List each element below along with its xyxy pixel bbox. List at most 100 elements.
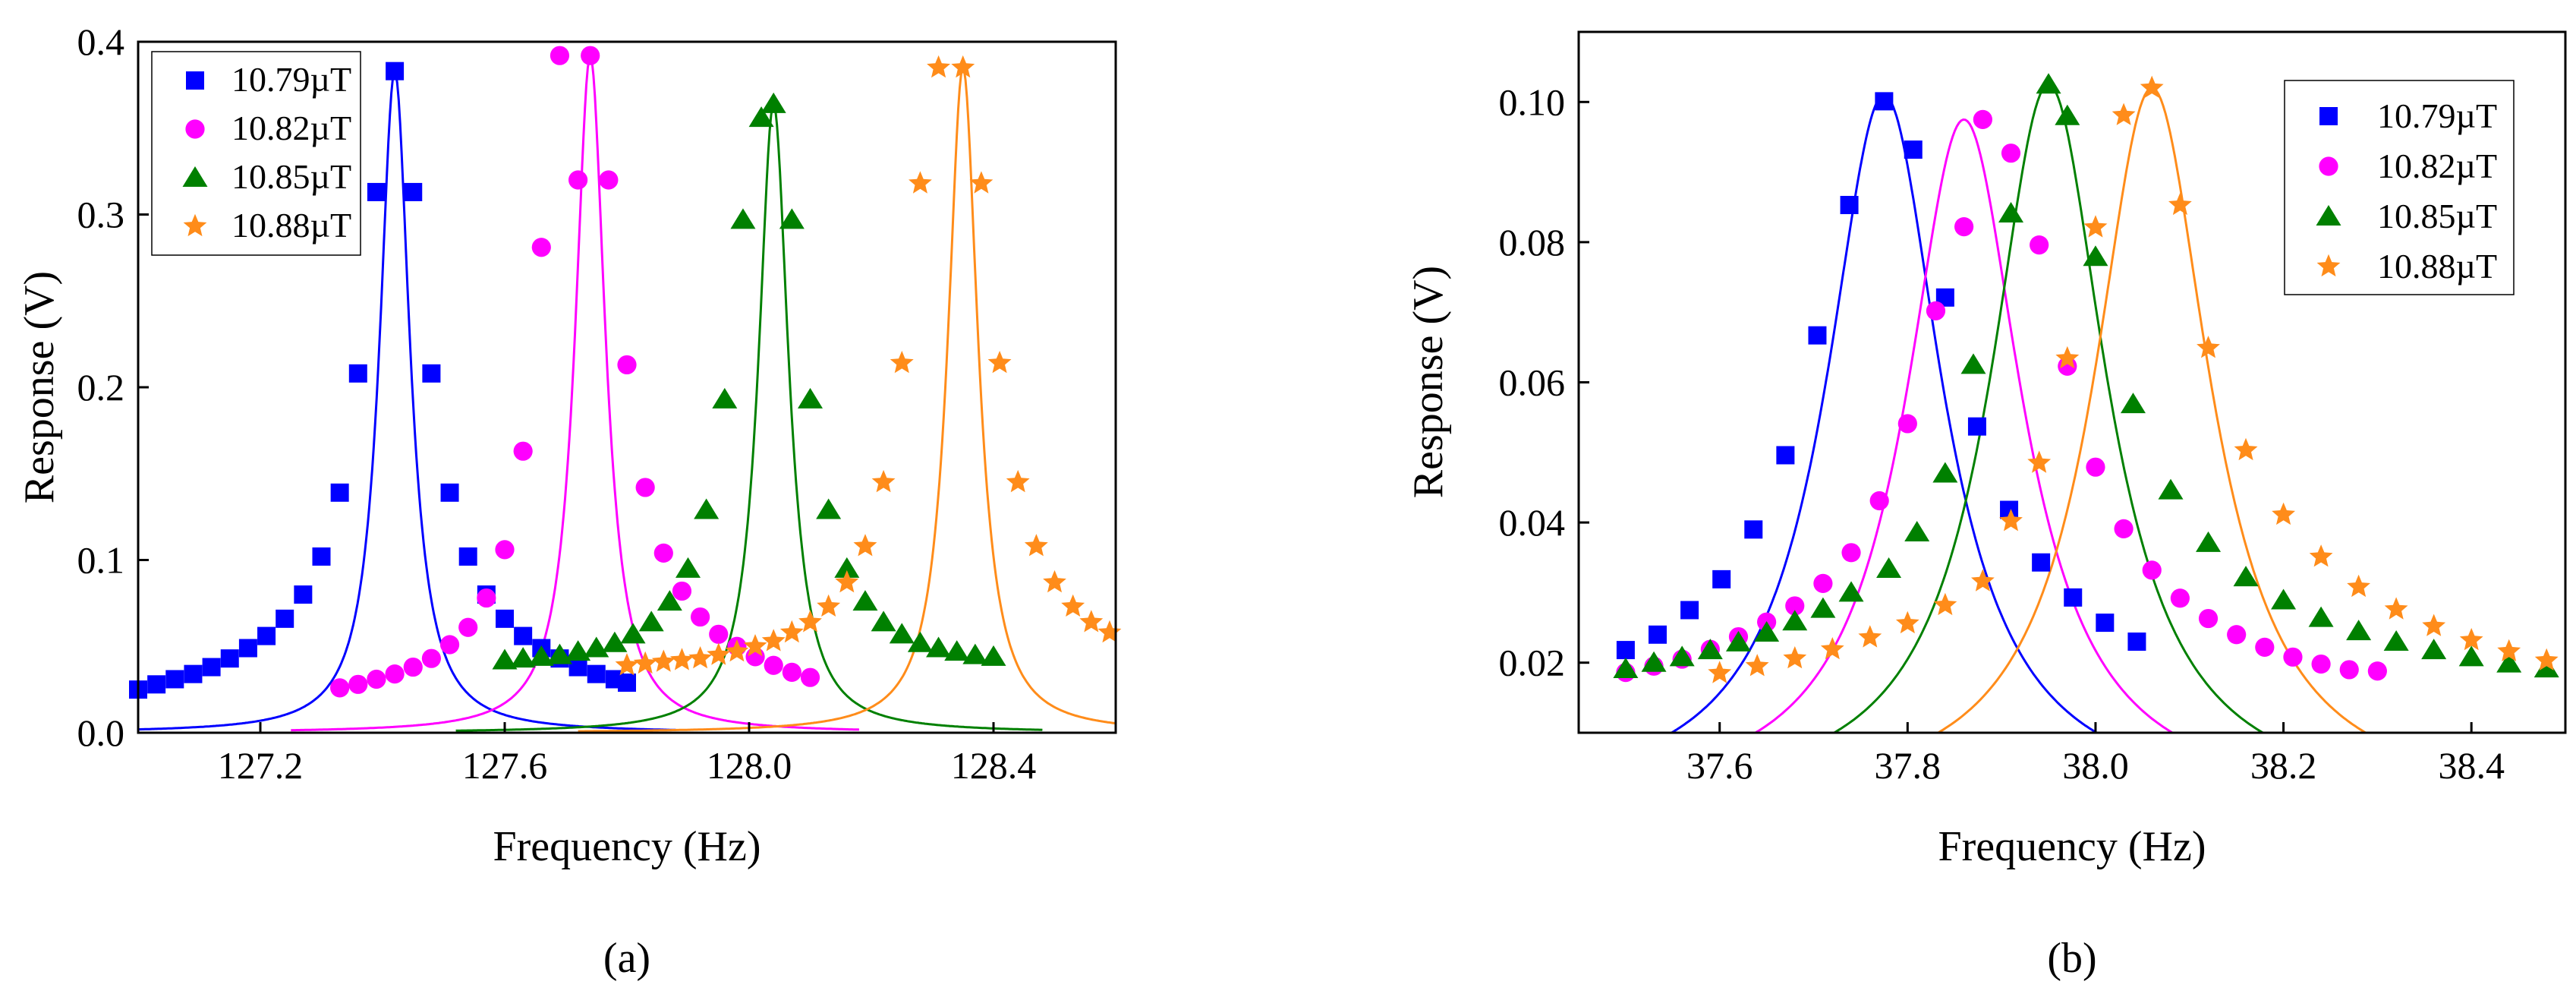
data-point-star: [2384, 597, 2408, 620]
panel-b-x-tick-labels: 37.6 37.8 38.0 38.2 38.4: [1686, 744, 2505, 787]
data-point-star: [2027, 450, 2052, 473]
data-point-circle: [635, 478, 655, 497]
data-point-star: [2083, 215, 2108, 238]
data-point-triangle: [528, 645, 554, 666]
data-point-square: [404, 182, 423, 201]
data-point-triangle: [584, 636, 609, 658]
data-point-circle: [2001, 144, 2021, 163]
data-point-star: [1708, 661, 1732, 683]
data-point-triangle: [1669, 645, 1695, 667]
legend-marker-triangle: [182, 166, 208, 187]
data-point-star: [1971, 569, 1995, 592]
data-point-triangle: [602, 631, 628, 652]
data-point-square: [2032, 553, 2051, 572]
fit-line-triangle: [455, 102, 1043, 732]
data-point-square: [1649, 625, 1667, 644]
data-point-triangle: [871, 611, 896, 632]
data-point-star: [1061, 594, 1085, 617]
panel-b-legend-label: 10.85µT: [2377, 197, 2497, 235]
panel-b-legend-label: 10.79µT: [2377, 96, 2497, 135]
data-point-triangle: [944, 640, 970, 661]
panel-b-data-markers: [1613, 73, 2559, 683]
data-point-circle: [2227, 625, 2247, 645]
data-point-square: [1967, 417, 1986, 436]
panel-a-legend-label: 10.85µT: [231, 157, 351, 196]
data-point-star: [987, 351, 1012, 374]
legend-marker-circle: [2319, 156, 2338, 176]
data-point-triangle: [675, 557, 701, 578]
data-point-circle: [2114, 519, 2134, 539]
data-point-square: [1744, 520, 1763, 539]
data-point-circle: [385, 664, 405, 684]
data-point-star: [951, 55, 975, 78]
data-point-circle: [672, 581, 692, 601]
data-point-circle: [1785, 596, 1805, 616]
panel-a-x-tick-label: 127.6: [462, 744, 548, 787]
data-point-star: [2234, 437, 2258, 461]
data-point-triangle: [1904, 521, 1930, 542]
data-point-triangle: [712, 387, 738, 409]
data-point-star: [707, 642, 731, 665]
data-point-circle: [458, 617, 478, 637]
data-point-circle: [1813, 573, 1833, 594]
data-point-square: [2127, 633, 2146, 652]
data-point-star: [817, 594, 841, 617]
data-point-triangle: [1725, 630, 1751, 652]
data-point-circle: [367, 669, 386, 689]
panel-a-y-tick-label: 0.2: [77, 366, 125, 409]
panel-b-y-tick-label: 0.10: [1499, 80, 1566, 123]
data-point-square: [348, 364, 367, 383]
panel-a-x-tick-labels: 127.2 127.6 128.0 128.4: [218, 744, 1037, 787]
data-point-square: [1808, 326, 1827, 345]
data-point-star: [2140, 75, 2164, 98]
data-point-square: [440, 483, 459, 502]
data-point-triangle: [2055, 104, 2080, 125]
panel-b-y-tick-label: 0.04: [1499, 501, 1566, 544]
data-point-triangle: [2421, 639, 2447, 660]
panel-a-legend: 10.79µT 10.82µT 10.85µT 10.88µT: [151, 51, 361, 256]
panel-b-legend-label: 10.82µT: [2377, 147, 2497, 185]
data-point-star: [835, 569, 859, 593]
data-point-star: [1858, 625, 1882, 648]
panel-a-x-tick-label: 128.0: [707, 744, 792, 787]
panel-a-y-tick-label: 0.3: [77, 194, 125, 236]
panel-a-legend-label: 10.88µT: [231, 206, 351, 245]
data-point-square: [1875, 92, 1894, 111]
data-point-circle: [709, 624, 729, 644]
data-point-star: [2112, 103, 2136, 125]
data-point-square: [1776, 446, 1795, 465]
data-point-circle: [2198, 608, 2219, 629]
data-point-circle: [2367, 661, 2387, 681]
data-point-star: [1097, 620, 1122, 643]
fit-line-triangle: [1831, 83, 2266, 733]
panel-a-y-tick-label: 0.0: [77, 711, 125, 754]
data-point-triangle: [657, 590, 682, 611]
data-point-square: [458, 547, 477, 566]
data-point-circle: [2030, 235, 2049, 255]
data-point-circle: [513, 441, 533, 461]
data-point-triangle: [1613, 658, 1639, 679]
data-point-star: [1079, 610, 1104, 633]
data-point-circle: [1841, 543, 1861, 563]
data-point-circle: [477, 588, 496, 608]
data-point-star: [2534, 648, 2559, 670]
panel-a-fit-lines: [138, 52, 1116, 733]
data-point-square: [202, 658, 221, 677]
data-point-circle: [495, 540, 515, 560]
data-point-circle: [550, 46, 570, 65]
data-point-triangle: [1754, 621, 1780, 642]
panel-a-legend-box: [151, 51, 361, 256]
data-point-triangle: [816, 498, 842, 519]
fit-line-star: [578, 65, 1116, 733]
data-point-square: [568, 658, 587, 677]
data-point-circle: [691, 607, 710, 627]
panel-b-legend: 10.79µT 10.82µT 10.85µT 10.88µT: [2284, 80, 2515, 295]
data-point-triangle: [1932, 462, 1958, 483]
data-point-triangle: [1697, 639, 1723, 660]
data-point-star: [2422, 614, 2446, 636]
chart-panel-a: 127.2 127.6 128.0 128.4 0.0 0.1 0.2 0.3 …: [16, 21, 1122, 982]
data-point-triangle: [2346, 620, 2372, 641]
panel-b-ticks: [1579, 100, 2473, 733]
data-point-star: [2309, 544, 2333, 567]
